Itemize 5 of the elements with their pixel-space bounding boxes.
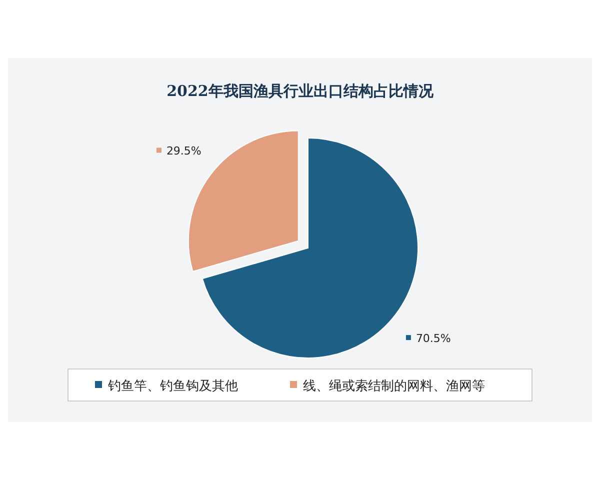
legend-label: 钓鱼竿、钓鱼钩及其他 — [107, 379, 238, 394]
data-label: 70.5% — [416, 332, 451, 346]
legend-label: 线、绳或索结制的网料、渔网等 — [303, 379, 485, 394]
chart-title: 2022年我国渔具行业出口结构占比情况 — [166, 82, 434, 100]
data-label: 29.5% — [166, 144, 202, 158]
